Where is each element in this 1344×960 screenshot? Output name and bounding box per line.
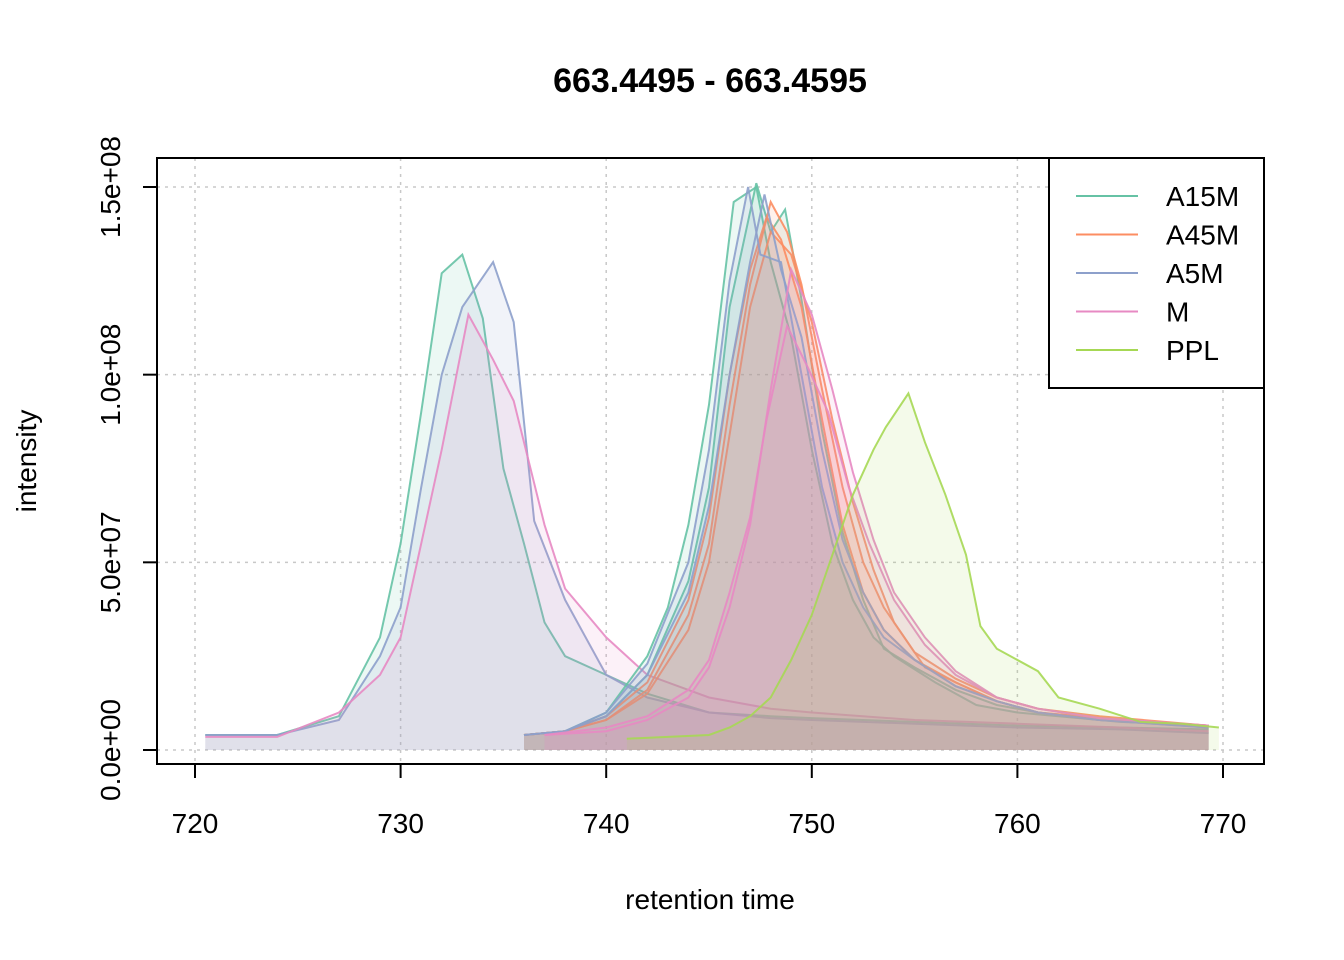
- series-layer: [205, 182, 1220, 750]
- x-axis-label: retention time: [625, 884, 795, 915]
- series-line-PPL: [626, 391, 1220, 740]
- series-area-A45M: [524, 232, 1209, 750]
- series-area-M: [544, 325, 1209, 750]
- series-line-M: [544, 266, 1209, 736]
- axes-layer: 720 730 740 750 760 770 0.0e+00 5.0e+07 1.0e+08 1…: [95, 136, 1246, 839]
- x-tick-label: 770: [1200, 808, 1247, 839]
- legend-label-A15M: A15M: [1166, 181, 1239, 212]
- x-tick-label: 760: [994, 808, 1041, 839]
- series-line-A15M: [523, 185, 1209, 736]
- series-line-A45M: [523, 229, 1209, 736]
- series-area-A45M: [524, 217, 1209, 750]
- x-tick-label: 740: [583, 808, 630, 839]
- series-line-A5M: [205, 259, 1209, 736]
- series-line-A15M: [523, 182, 1209, 736]
- series-area-M: [205, 314, 1209, 750]
- series-area-A5M: [524, 194, 1209, 750]
- y-axis-label: intensity: [11, 410, 42, 513]
- x-tick-label: 720: [172, 808, 219, 839]
- series-line-A5M: [523, 194, 1209, 736]
- y-tick-label: 1.0e+08: [95, 324, 126, 426]
- series-area-A5M: [205, 262, 1209, 750]
- series-area-M: [544, 269, 1209, 750]
- y-tick-label: 5.0e+07: [95, 511, 126, 613]
- series-area-PPL: [626, 393, 1219, 750]
- series-area-A5M: [524, 187, 1209, 750]
- grid-layer: [157, 158, 1264, 764]
- y-tick-label: 1.5e+08: [95, 136, 126, 238]
- series-area-A45M: [524, 202, 1209, 750]
- series-line-A45M: [523, 199, 1209, 736]
- legend-label-M: M: [1166, 297, 1189, 328]
- legend-label-A5M: A5M: [1166, 258, 1224, 289]
- legend-label-PPL: PPL: [1166, 335, 1219, 366]
- legend-label-A45M: A45M: [1166, 220, 1239, 251]
- legend: A15M A45M A5M M PPL: [1048, 157, 1265, 389]
- chart-title: 663.4495 - 663.4595: [553, 62, 867, 100]
- x-tick-label: 750: [788, 808, 835, 839]
- x-tick-label: 730: [377, 808, 424, 839]
- series-line-M: [205, 311, 1209, 738]
- series-line-A15M: [205, 252, 1209, 736]
- y-tick-label: 0.0e+00: [95, 699, 126, 801]
